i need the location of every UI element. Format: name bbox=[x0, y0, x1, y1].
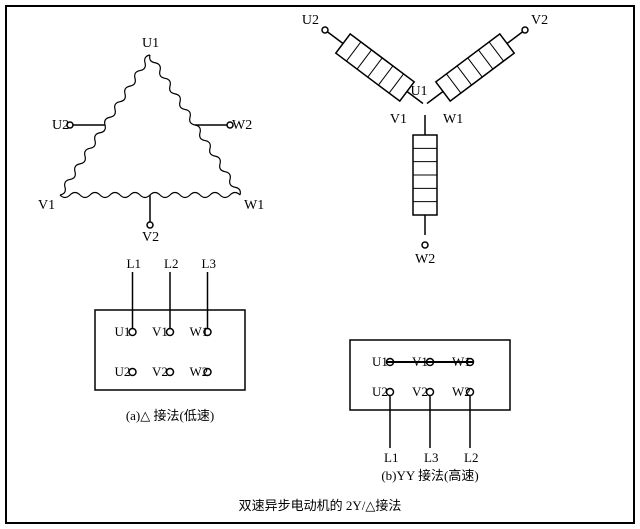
terminal-label: U1 bbox=[372, 354, 388, 369]
line-label: L2 bbox=[164, 256, 178, 271]
delta-winding-diagram: U2 W2 V2 U1 V1 W1 bbox=[38, 36, 264, 245]
terminal-label: V1 bbox=[38, 198, 55, 213]
terminal-label: V2 bbox=[531, 13, 548, 28]
right-terminal-board: U1U2L1V1V2L3W1W2L2 bbox=[350, 340, 510, 465]
terminal-label: V1 bbox=[152, 324, 168, 339]
terminal-label: U2 bbox=[372, 384, 388, 399]
terminal-label: U1 bbox=[410, 84, 427, 99]
right-caption: (b)YY 接法(高速) bbox=[381, 468, 478, 483]
line-label: L3 bbox=[424, 450, 438, 465]
line-label: L2 bbox=[464, 450, 478, 465]
terminal-label: W2 bbox=[232, 118, 252, 133]
terminal-label: W2 bbox=[415, 252, 435, 267]
terminal-label: W1 bbox=[190, 324, 209, 339]
line-label: L1 bbox=[127, 256, 141, 271]
terminal-label: U2 bbox=[52, 118, 69, 133]
line-label: L3 bbox=[202, 256, 216, 271]
terminal-label: W1 bbox=[443, 112, 463, 127]
terminal-label: V2 bbox=[142, 230, 159, 245]
terminal-label: U2 bbox=[302, 13, 319, 28]
terminal-label: V1 bbox=[390, 112, 407, 127]
figure-title: 双速异步电动机的 2Y/△接法 bbox=[239, 498, 402, 513]
terminal-label: W1 bbox=[244, 198, 264, 213]
terminal-label: W2 bbox=[190, 364, 209, 379]
terminal-label: U1 bbox=[142, 36, 159, 51]
yy-winding-diagram: U2 V2 W2 U1V1 W1 bbox=[302, 13, 548, 267]
left-caption: (a)△ 接法(低速) bbox=[126, 408, 214, 423]
coil-w bbox=[413, 115, 437, 235]
terminal-label: U2 bbox=[115, 364, 131, 379]
coil-v bbox=[420, 22, 530, 113]
coil-u bbox=[320, 22, 430, 113]
terminal-label: V2 bbox=[152, 364, 168, 379]
line-label: L1 bbox=[384, 450, 398, 465]
terminal-label: U1 bbox=[115, 324, 131, 339]
left-terminal-board: U1 U2 L1 V1 V2 L2 W1 W2 L3 bbox=[95, 256, 245, 390]
terminal-label: W2 bbox=[452, 384, 471, 399]
terminal-label: V2 bbox=[412, 384, 428, 399]
